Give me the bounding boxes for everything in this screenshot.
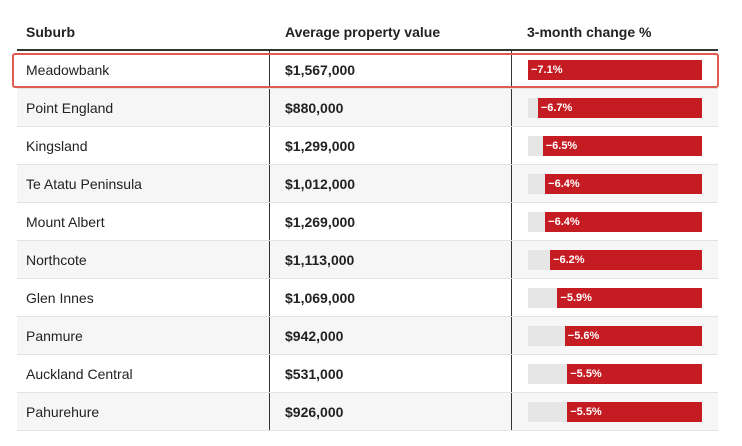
column-divider bbox=[511, 317, 512, 355]
table-row[interactable]: Point England $880,000 −6.7% bbox=[17, 89, 718, 127]
table-body: Meadowbank $1,567,000 −7.1% Point England $8… bbox=[17, 51, 718, 431]
change-bar: −6.4% bbox=[545, 212, 702, 232]
suburb-cell: Panmure bbox=[26, 328, 83, 344]
column-divider bbox=[511, 165, 512, 203]
change-bar-track: −6.4% bbox=[528, 174, 702, 194]
change-bar-track: −6.2% bbox=[528, 250, 702, 270]
change-label: −5.5% bbox=[570, 368, 602, 380]
change-label: −6.7% bbox=[540, 102, 573, 114]
table-row[interactable]: Meadowbank $1,567,000 −7.1% bbox=[17, 51, 718, 89]
column-header-change[interactable]: 3-month change % bbox=[527, 24, 652, 40]
change-bar-track: −6.4% bbox=[528, 212, 702, 232]
column-divider bbox=[511, 89, 512, 127]
change-bar: −6.7% bbox=[537, 98, 702, 118]
change-bar-track: −7.1% bbox=[528, 60, 702, 80]
column-divider bbox=[269, 241, 270, 279]
column-divider bbox=[269, 355, 270, 393]
value-cell: $1,012,000 bbox=[285, 176, 356, 192]
column-divider bbox=[269, 203, 270, 241]
column-header-value[interactable]: Average property value bbox=[285, 24, 441, 40]
change-bar: −6.4% bbox=[545, 174, 702, 194]
table-row[interactable]: Mount Albert $1,269,000 −6.4% bbox=[17, 203, 718, 241]
column-divider bbox=[511, 241, 512, 279]
table-row[interactable]: Auckland Central $531,000 −5.5% bbox=[17, 355, 718, 393]
change-label: −6.2% bbox=[553, 254, 585, 266]
table-row[interactable]: Northcote $1,113,000 −6.2% bbox=[17, 241, 718, 279]
change-bar: −5.5% bbox=[567, 402, 702, 422]
change-bar: −5.6% bbox=[564, 326, 702, 346]
row-divider bbox=[17, 240, 718, 241]
change-bar-track: −6.5% bbox=[528, 136, 702, 156]
column-divider bbox=[511, 393, 512, 431]
suburb-cell: Kingsland bbox=[26, 138, 88, 154]
column-divider bbox=[269, 279, 270, 317]
value-cell: $1,299,000 bbox=[285, 138, 356, 154]
column-divider bbox=[269, 51, 270, 89]
column-divider bbox=[269, 393, 270, 431]
change-bar-track: −6.7% bbox=[528, 98, 702, 118]
change-label: −5.9% bbox=[560, 292, 592, 304]
column-divider bbox=[511, 355, 512, 393]
change-bar: −6.5% bbox=[542, 136, 702, 156]
change-label: −5.6% bbox=[567, 330, 600, 342]
suburb-cell: Te Atatu Peninsula bbox=[26, 176, 142, 192]
suburb-cell: Mount Albert bbox=[26, 214, 105, 230]
change-bar-track: −5.5% bbox=[528, 402, 702, 422]
row-divider bbox=[17, 392, 718, 393]
value-cell: $942,000 bbox=[285, 328, 344, 344]
value-cell: $880,000 bbox=[285, 100, 344, 116]
table-row[interactable]: Kingsland $1,299,000 −6.5% bbox=[17, 127, 718, 165]
row-divider bbox=[17, 354, 718, 355]
suburb-cell: Northcote bbox=[26, 252, 87, 268]
change-bar-track: −5.5% bbox=[528, 364, 702, 384]
column-divider bbox=[269, 317, 270, 355]
change-label: −6.5% bbox=[545, 140, 578, 152]
change-bar: −5.9% bbox=[557, 288, 702, 308]
change-bar: −5.5% bbox=[567, 364, 702, 384]
value-cell: $1,269,000 bbox=[285, 214, 356, 230]
row-divider bbox=[17, 278, 718, 279]
suburb-cell: Point England bbox=[26, 100, 114, 116]
row-divider bbox=[17, 88, 718, 89]
suburb-cell: Pahurehure bbox=[26, 404, 100, 420]
suburb-cell: Glen Innes bbox=[26, 290, 94, 306]
row-divider bbox=[17, 430, 718, 431]
suburb-cell: Meadowbank bbox=[26, 62, 110, 78]
table-row[interactable]: Glen Innes $1,069,000 −5.9% bbox=[17, 279, 718, 317]
table-row[interactable]: Pahurehure $926,000 −5.5% bbox=[17, 393, 718, 431]
value-cell: $531,000 bbox=[285, 366, 344, 382]
column-divider bbox=[269, 89, 270, 127]
value-cell: $1,113,000 bbox=[285, 252, 355, 268]
column-header-suburb[interactable]: Suburb bbox=[26, 24, 75, 40]
value-cell: $926,000 bbox=[285, 404, 344, 420]
column-divider bbox=[269, 127, 270, 165]
change-label: −7.1% bbox=[531, 64, 563, 76]
column-divider bbox=[511, 203, 512, 241]
change-label: −6.4% bbox=[548, 216, 580, 228]
table-row[interactable]: Panmure $942,000 −5.6% bbox=[17, 317, 718, 355]
row-divider bbox=[17, 202, 718, 203]
column-divider bbox=[511, 279, 512, 317]
change-bar: −7.1% bbox=[528, 60, 702, 80]
change-bar-track: −5.6% bbox=[528, 326, 702, 346]
change-bar-track: −5.9% bbox=[528, 288, 702, 308]
column-divider bbox=[511, 51, 512, 89]
column-divider bbox=[269, 165, 270, 203]
change-label: −5.5% bbox=[570, 406, 602, 418]
change-bar: −6.2% bbox=[550, 250, 702, 270]
row-divider bbox=[17, 164, 718, 165]
table-header: Suburb Average property value 3-month ch… bbox=[17, 12, 718, 51]
property-table: Suburb Average property value 3-month ch… bbox=[17, 12, 718, 431]
row-divider bbox=[17, 126, 718, 127]
suburb-cell: Auckland Central bbox=[26, 366, 133, 382]
table-row[interactable]: Te Atatu Peninsula $1,012,000 −6.4% bbox=[17, 165, 718, 203]
column-divider bbox=[511, 127, 512, 165]
value-cell: $1,069,000 bbox=[285, 290, 356, 306]
value-cell: $1,567,000 bbox=[285, 62, 356, 78]
row-divider bbox=[17, 316, 718, 317]
change-label: −6.4% bbox=[548, 178, 580, 190]
